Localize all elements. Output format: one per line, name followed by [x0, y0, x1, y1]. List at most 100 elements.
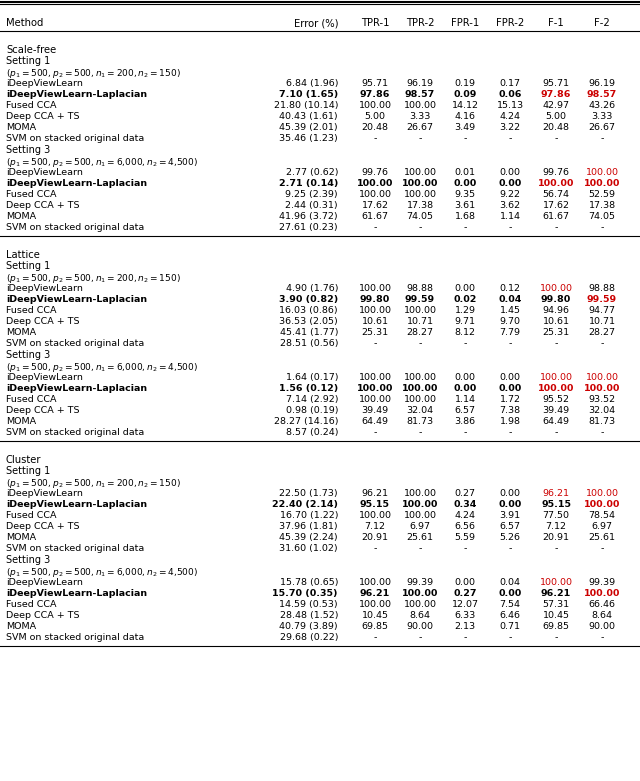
Text: 94.96: 94.96 [543, 306, 570, 315]
Text: 100.00: 100.00 [586, 168, 618, 177]
Text: SVM on stacked original data: SVM on stacked original data [6, 134, 144, 143]
Text: 9.70: 9.70 [499, 317, 520, 326]
Text: 14.59 (0.53): 14.59 (0.53) [280, 600, 338, 609]
Text: 6.97: 6.97 [591, 522, 612, 531]
Text: 100.00: 100.00 [403, 600, 436, 609]
Text: 28.27: 28.27 [406, 328, 433, 337]
Text: 0.12: 0.12 [499, 284, 520, 293]
Text: 1.72: 1.72 [499, 395, 520, 404]
Text: 52.59: 52.59 [589, 190, 616, 199]
Text: MOMA: MOMA [6, 417, 36, 426]
Text: 9.22: 9.22 [499, 190, 520, 199]
Text: 15.13: 15.13 [497, 101, 524, 110]
Text: -: - [554, 134, 557, 143]
Text: 15.78 (0.65): 15.78 (0.65) [280, 578, 338, 587]
Text: 1.64 (0.17): 1.64 (0.17) [285, 373, 338, 382]
Text: 5.26: 5.26 [499, 533, 520, 542]
Text: 40.43 (1.61): 40.43 (1.61) [280, 112, 338, 121]
Text: 3.22: 3.22 [499, 123, 520, 132]
Text: Setting 3: Setting 3 [6, 350, 51, 360]
Text: 0.00: 0.00 [453, 384, 477, 393]
Text: 0.34: 0.34 [453, 500, 477, 509]
Text: 61.67: 61.67 [543, 212, 570, 221]
Text: MOMA: MOMA [6, 533, 36, 542]
Text: 17.62: 17.62 [362, 201, 388, 210]
Text: 37.96 (1.81): 37.96 (1.81) [280, 522, 338, 531]
Text: 3.49: 3.49 [454, 123, 476, 132]
Text: 32.04: 32.04 [588, 406, 616, 415]
Text: 96.21: 96.21 [541, 589, 571, 598]
Text: 100.00: 100.00 [358, 395, 392, 404]
Text: TPR-2: TPR-2 [406, 18, 435, 28]
Text: Deep CCA + TS: Deep CCA + TS [6, 112, 79, 121]
Text: 100.00: 100.00 [584, 179, 620, 188]
Text: 0.00: 0.00 [499, 168, 520, 177]
Text: 100.00: 100.00 [403, 306, 436, 315]
Text: 5.00: 5.00 [365, 112, 385, 121]
Text: Deep CCA + TS: Deep CCA + TS [6, 522, 79, 531]
Text: 1.98: 1.98 [499, 417, 520, 426]
Text: $(p_1 = 500, p_2 = 500, n_1 = 200, n_2 = 150)$: $(p_1 = 500, p_2 = 500, n_1 = 200, n_2 =… [6, 67, 181, 80]
Text: iDeepViewLearn: iDeepViewLearn [6, 489, 83, 498]
Text: 45.41 (1.77): 45.41 (1.77) [280, 328, 338, 337]
Text: 81.73: 81.73 [588, 417, 616, 426]
Text: FPR-2: FPR-2 [496, 18, 524, 28]
Text: 3.33: 3.33 [410, 112, 431, 121]
Text: iDeepViewLearn-Laplacian: iDeepViewLearn-Laplacian [6, 384, 147, 393]
Text: 25.61: 25.61 [589, 533, 616, 542]
Text: 90.00: 90.00 [406, 622, 433, 631]
Text: 6.56: 6.56 [454, 522, 476, 531]
Text: 0.00: 0.00 [499, 373, 520, 382]
Text: -: - [463, 134, 467, 143]
Text: 10.71: 10.71 [589, 317, 616, 326]
Text: iDeepViewLearn-Laplacian: iDeepViewLearn-Laplacian [6, 500, 147, 509]
Text: 28.51 (0.56): 28.51 (0.56) [280, 339, 338, 348]
Text: 100.00: 100.00 [358, 306, 392, 315]
Text: 93.52: 93.52 [588, 395, 616, 404]
Text: -: - [600, 223, 604, 232]
Text: -: - [600, 428, 604, 437]
Text: 2.71 (0.14): 2.71 (0.14) [278, 179, 338, 188]
Text: 0.98 (0.19): 0.98 (0.19) [285, 406, 338, 415]
Text: 7.12: 7.12 [365, 522, 385, 531]
Text: 100.00: 100.00 [402, 384, 438, 393]
Text: -: - [600, 633, 604, 642]
Text: SVM on stacked original data: SVM on stacked original data [6, 544, 144, 553]
Text: 100.00: 100.00 [358, 373, 392, 382]
Text: 99.39: 99.39 [406, 578, 433, 587]
Text: F-2: F-2 [594, 18, 610, 28]
Text: 25.31: 25.31 [362, 328, 388, 337]
Text: 1.14: 1.14 [499, 212, 520, 221]
Text: TPR-1: TPR-1 [361, 18, 389, 28]
Text: 98.57: 98.57 [587, 90, 617, 99]
Text: Deep CCA + TS: Deep CCA + TS [6, 317, 79, 326]
Text: -: - [508, 223, 512, 232]
Text: 26.67: 26.67 [406, 123, 433, 132]
Text: 7.38: 7.38 [499, 406, 520, 415]
Text: 0.00: 0.00 [499, 179, 522, 188]
Text: 98.88: 98.88 [406, 284, 433, 293]
Text: 5.59: 5.59 [454, 533, 476, 542]
Text: 99.59: 99.59 [405, 295, 435, 304]
Text: 9.35: 9.35 [454, 190, 476, 199]
Text: -: - [554, 544, 557, 553]
Text: -: - [373, 223, 377, 232]
Text: 8.57 (0.24): 8.57 (0.24) [285, 428, 338, 437]
Text: 3.33: 3.33 [591, 112, 612, 121]
Text: 100.00: 100.00 [584, 384, 620, 393]
Text: 17.62: 17.62 [543, 201, 570, 210]
Text: 8.64: 8.64 [591, 611, 612, 620]
Text: 100.00: 100.00 [358, 190, 392, 199]
Text: Setting 3: Setting 3 [6, 555, 51, 565]
Text: 21.80 (10.14): 21.80 (10.14) [273, 101, 338, 110]
Text: SVM on stacked original data: SVM on stacked original data [6, 339, 144, 348]
Text: iDeepViewLearn-Laplacian: iDeepViewLearn-Laplacian [6, 295, 147, 304]
Text: -: - [419, 134, 422, 143]
Text: 100.00: 100.00 [584, 500, 620, 509]
Text: 36.53 (2.05): 36.53 (2.05) [279, 317, 338, 326]
Text: Fused CCA: Fused CCA [6, 511, 56, 520]
Text: 77.50: 77.50 [543, 511, 570, 520]
Text: 0.01: 0.01 [454, 168, 476, 177]
Text: 3.90 (0.82): 3.90 (0.82) [279, 295, 338, 304]
Text: 96.21: 96.21 [360, 589, 390, 598]
